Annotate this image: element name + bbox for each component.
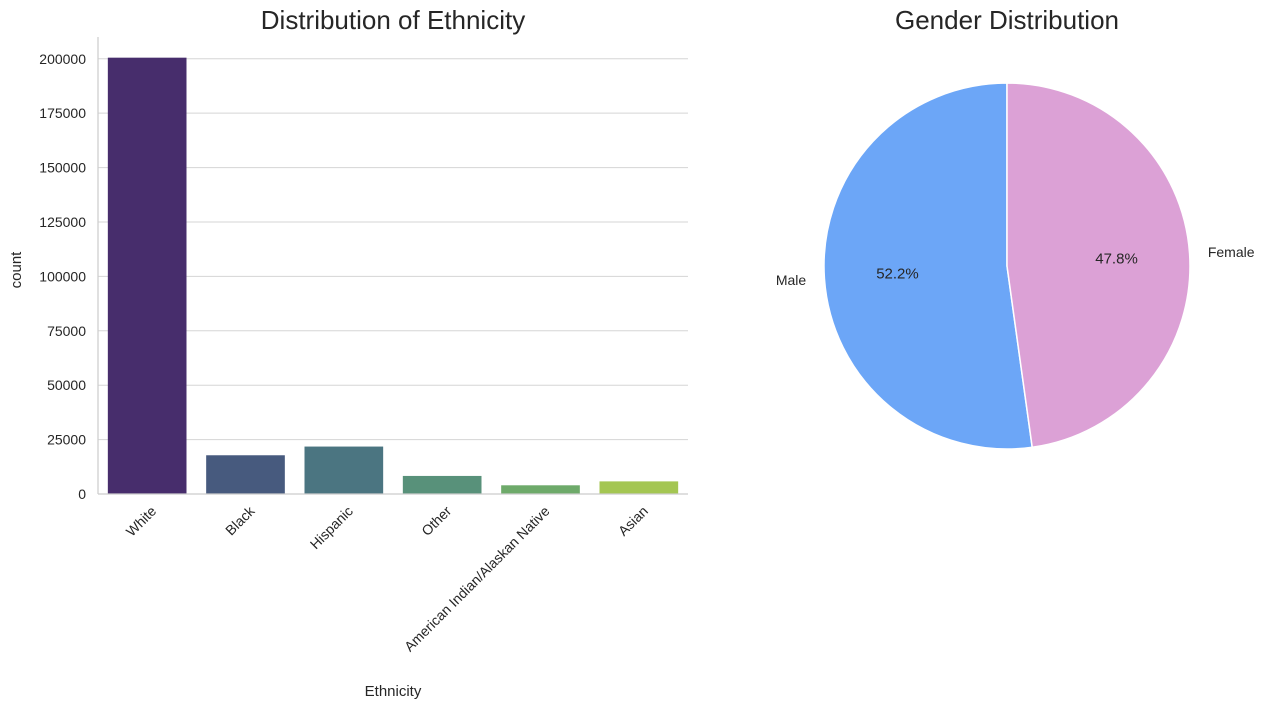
pie-chart-title: Gender Distribution — [895, 5, 1119, 35]
bar-x-tick-label: Asian — [615, 503, 651, 539]
bar-y-tick-label: 50000 — [47, 377, 86, 393]
pie-slices — [823, 82, 1191, 450]
bar-y-axis-label: count — [8, 251, 25, 289]
bar-x-axis-label: Ethnicity — [365, 683, 422, 700]
bar-series — [107, 57, 679, 495]
bar — [107, 57, 187, 495]
bar-y-tick-label: 100000 — [39, 268, 86, 284]
bar-chart-title: Distribution of Ethnicity — [261, 5, 525, 35]
bar — [304, 446, 384, 494]
bar-y-tick-label: 125000 — [39, 214, 86, 230]
bar-x-tick-label: White — [123, 503, 160, 540]
ethnicity-bar-chart: Distribution of Ethnicity 0 25000 50000 750… — [8, 5, 688, 700]
bar-y-tick-label: 75000 — [47, 323, 86, 339]
bar-y-tick-label: 150000 — [39, 160, 86, 176]
bar — [402, 475, 482, 494]
bar-x-tick-label: Hispanic — [307, 503, 356, 552]
pie-percent-label: 52.2% — [876, 266, 919, 283]
pie-slice — [1006, 82, 1191, 449]
bar-grid — [98, 58, 688, 441]
gender-pie-chart: Gender Distribution Male 52.2% Female 47.8% — [776, 5, 1255, 450]
pie-slice — [823, 82, 1034, 450]
bar — [501, 485, 580, 494]
bar-y-tick-label: 175000 — [39, 105, 86, 121]
bar-y-tick-label: 0 — [78, 486, 86, 502]
bar-y-tick-label: 200000 — [39, 51, 86, 67]
pie-category-label: Female — [1208, 244, 1255, 260]
pie-percent-label: 47.8% — [1095, 250, 1138, 267]
bar — [206, 455, 285, 494]
bar-y-ticks: 0 25000 50000 75000 100000 125000 150000 175000… — [39, 51, 86, 502]
pie-category-label: Male — [776, 272, 807, 288]
bar-y-tick-label: 25000 — [47, 432, 86, 448]
bar-x-tick-label: Black — [222, 502, 258, 538]
pie-labels: Male 52.2% Female 47.8% — [776, 244, 1255, 288]
bar — [599, 481, 679, 494]
bar-x-tick-label: Other — [418, 503, 454, 539]
